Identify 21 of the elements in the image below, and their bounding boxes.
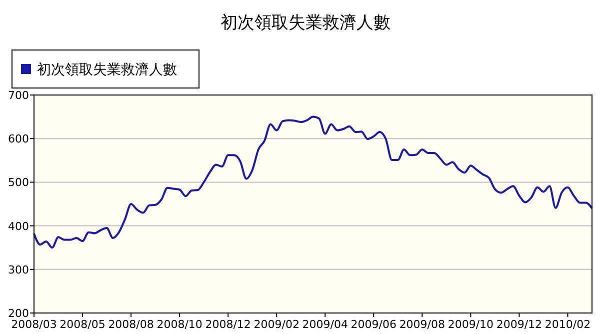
- y-tick-label: 300: [8, 263, 29, 276]
- x-tick-label: 2009/02: [254, 318, 300, 331]
- line-series: [33, 116, 593, 249]
- x-tick-label: 2010/02: [544, 318, 591, 331]
- y-tick-label: 500: [8, 176, 29, 190]
- x-tick-label: 2008/03: [11, 318, 57, 331]
- y-tick-label: 600: [8, 132, 29, 146]
- x-tick-label: 2009/06: [350, 318, 397, 331]
- y-tick-label: 200: [8, 307, 29, 320]
- y-tick-label: 400: [8, 220, 29, 233]
- x-tick-label: 2009/12: [496, 318, 542, 331]
- x-tick-label: 2009/04: [302, 318, 348, 331]
- x-tick-label: 2008/05: [60, 318, 106, 331]
- x-tick-label: 2008/12: [205, 318, 251, 331]
- x-tick-label: 2008/10: [156, 318, 202, 331]
- legend-label: 初次領取失業救濟人數: [37, 62, 177, 78]
- y-tick-label: 700: [8, 89, 29, 102]
- x-tick-label: 2009/08: [399, 318, 446, 331]
- x-tick-label: 2008/08: [108, 318, 154, 331]
- chart-title: 初次領取失業救濟人數: [220, 13, 390, 33]
- x-tick-label: 2009/10: [448, 318, 494, 331]
